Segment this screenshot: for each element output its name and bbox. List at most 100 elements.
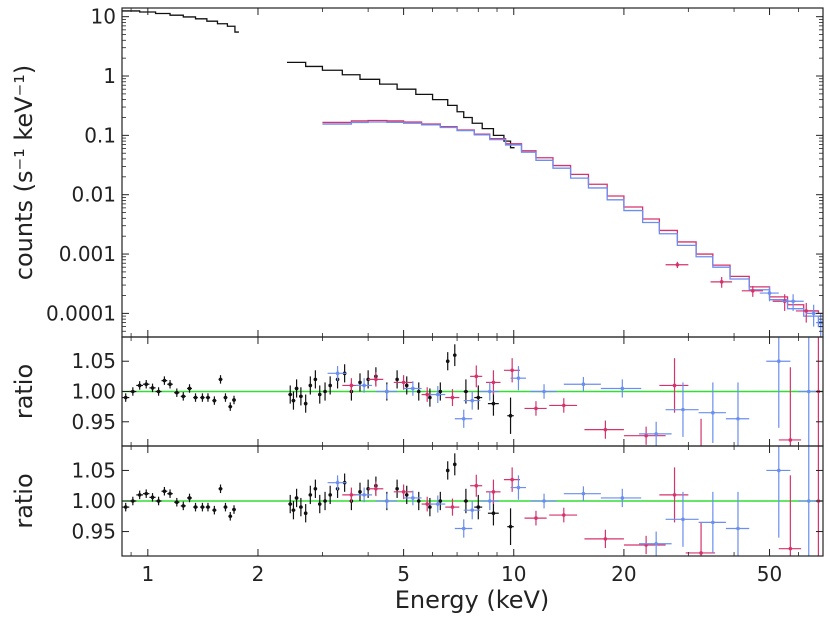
- blue-data-point: [759, 286, 779, 302]
- y-axis-label: counts (s⁻¹ keV⁻¹): [10, 65, 38, 281]
- counts-panel: 10 1 0.1 0.01 0.001 0.0001 counts (s⁻¹ keV⁻¹): [10, 5, 824, 338]
- black-ratio-point: [358, 482, 362, 501]
- y-tick-label: 1.05: [71, 349, 116, 373]
- plot-area-2: [122, 446, 823, 556]
- magenta-data-marker: [804, 309, 809, 313]
- y-tick-label: 1.05: [71, 458, 116, 482]
- black-ratio-point: [205, 502, 211, 512]
- blue-ratio-point: [530, 384, 557, 399]
- black-ratio-marker: [317, 392, 322, 397]
- black-ratio-marker: [150, 495, 155, 500]
- magenta-ratio-marker: [534, 406, 538, 411]
- black-ratio-point: [313, 370, 318, 389]
- black-ratio-point: [487, 391, 499, 416]
- black-ratio-point: [328, 485, 332, 505]
- blue-ratio-marker: [470, 398, 475, 403]
- black-ratio-marker: [308, 383, 313, 388]
- blue-data-marker: [791, 299, 795, 304]
- black-ratio-marker: [294, 496, 299, 500]
- black-model-low-line: [122, 10, 239, 33]
- black-ratio-marker: [232, 507, 236, 512]
- black-ratio-point: [416, 382, 421, 401]
- blue-ratio-marker: [776, 359, 781, 364]
- blue-ratio-marker: [411, 386, 415, 391]
- magenta-ratio-marker: [672, 493, 677, 497]
- black-ratio-marker: [416, 389, 421, 394]
- black-ratio-marker: [223, 395, 228, 400]
- blue-ratio-marker: [385, 389, 389, 394]
- blue-ratio-marker: [435, 502, 440, 506]
- black-ratio-marker: [404, 383, 409, 388]
- magenta-ratio-marker: [425, 502, 429, 506]
- black-ratio-point: [174, 388, 180, 397]
- y-tick-label: 1.00: [71, 489, 116, 513]
- black-ratio-marker: [299, 505, 303, 509]
- black-ratio-marker: [508, 413, 513, 418]
- magenta-ratio-marker: [510, 477, 514, 482]
- black-ratio-point: [212, 505, 217, 515]
- magenta-ratio-point: [445, 389, 460, 407]
- ratio-panel-2: 0.95 1.00 1.05 ratio: [10, 445, 824, 557]
- black-ratio-marker: [193, 395, 198, 400]
- blue-ratio-point: [510, 366, 526, 391]
- black-ratio-point: [187, 384, 192, 393]
- blue-ratio-point: [375, 493, 398, 509]
- blue-ratio-marker: [542, 499, 546, 503]
- black-ratio-marker: [193, 505, 198, 509]
- y-tick-label: 0.95: [71, 410, 116, 434]
- black-ratio-point: [218, 375, 223, 384]
- black-ratio-marker: [162, 489, 167, 494]
- magenta-ratio-point: [393, 484, 413, 500]
- y-tick-label: 0.95: [71, 520, 116, 544]
- black-ratio-marker: [288, 392, 293, 397]
- black-ratio-point: [200, 393, 205, 402]
- black-ratio-marker: [291, 398, 296, 403]
- magenta-ratio-point: [368, 481, 384, 497]
- blue-ratio-point: [798, 337, 819, 446]
- black-ratio-point: [438, 491, 443, 511]
- blue-ratio-point: [429, 495, 446, 513]
- x-tick-label: 50: [757, 562, 782, 586]
- magenta-ratio-point: [778, 367, 802, 446]
- black-ratio-point: [445, 461, 450, 480]
- magenta-model-line: [322, 119, 823, 315]
- blue-data-point: [806, 304, 821, 327]
- magenta-ratio-point: [524, 510, 547, 526]
- black-ratio-point: [445, 352, 450, 371]
- blue-ratio-marker: [711, 520, 715, 525]
- black-ratio-marker: [452, 462, 457, 467]
- magenta-ratio-point: [524, 401, 547, 416]
- magenta-data-point: [795, 302, 817, 323]
- magenta-ratio-marker: [561, 403, 566, 408]
- black-ratio-marker: [212, 398, 217, 403]
- blue-ratio-marker: [654, 541, 658, 546]
- black-ratio-marker: [156, 389, 161, 394]
- axes-frame-0: [121, 7, 824, 338]
- magenta-ratio-marker: [510, 368, 514, 373]
- black-ratio-marker: [395, 486, 399, 491]
- black-ratio-marker: [317, 502, 322, 506]
- blue-ratio-marker: [487, 499, 492, 503]
- black-ratio-marker: [123, 395, 128, 400]
- blue-ratio-marker: [620, 386, 625, 391]
- blue-ratio-marker: [681, 407, 685, 412]
- black-ratio-point: [180, 501, 186, 511]
- magenta-ratio-marker: [644, 433, 648, 438]
- x-tick-label: 1: [141, 562, 154, 586]
- blue-ratio-marker: [581, 382, 586, 387]
- blue-ratio-point: [355, 378, 373, 393]
- black-ratio-point: [129, 387, 137, 396]
- black-ratio-point: [313, 479, 318, 498]
- black-ratio-point: [161, 486, 168, 496]
- magenta-data-marker: [675, 262, 680, 267]
- black-ratio-point: [323, 382, 327, 401]
- black-ratio-marker: [328, 493, 332, 497]
- magenta-ratio-point: [659, 467, 689, 523]
- black-ratio-point: [167, 379, 173, 389]
- black-ratio-point: [463, 379, 469, 404]
- blue-ratio-point: [766, 446, 791, 538]
- blue-ratio-marker: [776, 468, 781, 473]
- black-ratio-marker: [291, 508, 296, 512]
- blue-ratio-marker: [385, 499, 389, 503]
- black-ratio-marker: [476, 505, 481, 509]
